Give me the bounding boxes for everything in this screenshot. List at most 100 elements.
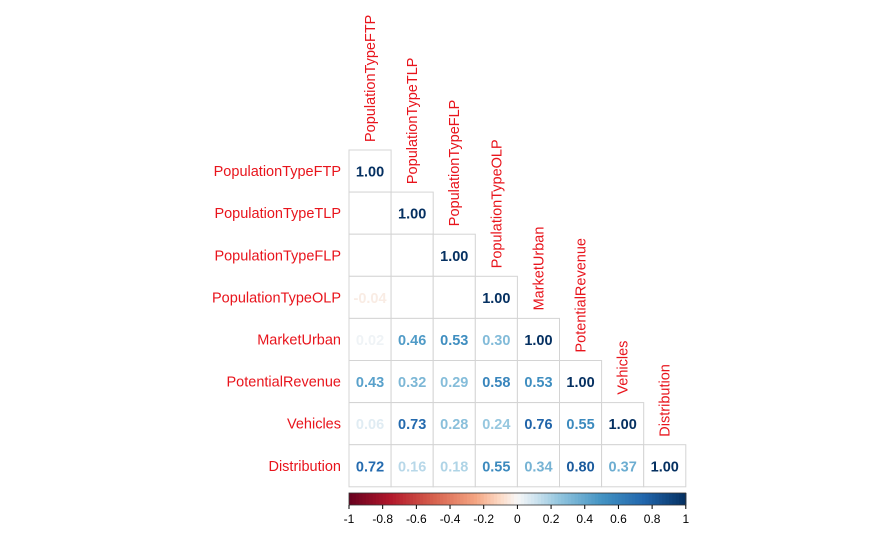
- column-label: PopulationTypeOLP: [489, 139, 505, 268]
- row-label: Distribution: [268, 459, 341, 475]
- correlation-value: 0.06: [356, 417, 384, 433]
- colorbar-tick-label: -0.2: [473, 512, 494, 526]
- colorbar-segment: [483, 493, 488, 505]
- matrix-cell: [390, 360, 434, 404]
- colorbar-segment: [554, 493, 559, 505]
- correlation-value: 0.29: [440, 375, 468, 391]
- colorbar-segment: [419, 493, 424, 505]
- colorbar-segment: [450, 493, 455, 505]
- colorbar: -1 -0.8 -0.6 -0.4 -0.2 0 0.2 0.4 0.6 0.8 1: [344, 492, 689, 526]
- colorbar-segment: [365, 493, 370, 505]
- colorbar-segment: [439, 493, 444, 505]
- colorbar-segment: [574, 493, 579, 505]
- row-label: Vehicles: [287, 417, 341, 433]
- colorbar-segment: [645, 493, 650, 505]
- colorbar-segment: [453, 493, 458, 505]
- colorbar-segment: [537, 493, 542, 505]
- correlation-value: 0.80: [566, 459, 594, 475]
- colorbar-segment: [493, 493, 498, 505]
- row-label: PopulationTypeOLP: [212, 290, 341, 306]
- colorbar-segment: [386, 493, 391, 505]
- colorbar-segment: [399, 493, 404, 505]
- colorbar-segment: [621, 493, 626, 505]
- colorbar-segment: [648, 493, 653, 505]
- matrix-cell: [516, 444, 561, 488]
- colorbar-tick-label: 0.2: [543, 512, 560, 526]
- colorbar-segment: [618, 493, 623, 505]
- matrix-cell: [390, 191, 434, 235]
- colorbar-segment: [604, 493, 609, 505]
- colorbar-segment: [389, 493, 394, 505]
- colorbar-segment: [578, 493, 582, 505]
- row-label: MarketUrban: [257, 332, 341, 348]
- colorbar-tick-label: -1: [344, 512, 355, 526]
- colorbar-tick-label: 0.6: [610, 512, 627, 526]
- correlation-value: 0.58: [482, 375, 510, 391]
- colorbar-tick-label: 0.4: [576, 512, 593, 526]
- colorbar-tick-label: 0.8: [644, 512, 661, 526]
- colorbar-segment: [638, 493, 643, 505]
- correlation-value: 0.02: [356, 333, 384, 349]
- colorbar-segment: [658, 493, 663, 505]
- colorbar-segment: [372, 493, 377, 505]
- column-labels: PopulationTypeFTP PopulationTypeTLP Popula…: [363, 15, 674, 437]
- correlation-value: -0.04: [354, 291, 387, 307]
- correlation-value: 0.37: [609, 459, 637, 475]
- matrix-cell: [559, 444, 603, 488]
- correlation-value: 1.00: [566, 375, 594, 391]
- colorbar-segment: [466, 493, 471, 505]
- correlation-value: 1.00: [651, 459, 679, 475]
- matrix-cell: [559, 360, 603, 404]
- colorbar-segment: [608, 493, 613, 505]
- colorbar-segment: [379, 493, 384, 505]
- colorbar-segment: [429, 493, 434, 505]
- colorbar-segment: [396, 493, 401, 505]
- correlation-value: 0.46: [398, 333, 426, 349]
- colorbar-segment: [635, 493, 640, 505]
- row-label: PopulationTypeFLP: [214, 248, 341, 264]
- colorbar-segment: [460, 493, 465, 505]
- colorbar-segment: [534, 493, 539, 505]
- matrix-cell: [516, 317, 561, 361]
- matrix-cell: [601, 402, 645, 446]
- colorbar-tick-label: -0.6: [406, 512, 427, 526]
- correlation-value: 0.76: [524, 417, 552, 433]
- correlation-value: 1.00: [356, 165, 384, 181]
- colorbar-segment: [426, 493, 431, 505]
- matrix-cell: [390, 233, 434, 277]
- colorbar-segment: [510, 493, 515, 505]
- correlation-value: 0.55: [482, 459, 510, 475]
- colorbar-segment: [352, 493, 357, 505]
- colorbar-segment: [349, 493, 353, 505]
- correlation-value: 0.30: [482, 333, 510, 349]
- colorbar-segment: [436, 493, 441, 505]
- colorbar-segment: [655, 493, 660, 505]
- colorbar-segment: [675, 493, 680, 505]
- correlation-value: 0.53: [440, 333, 468, 349]
- colorbar-segment: [433, 493, 438, 505]
- colorbar-segment: [540, 493, 545, 505]
- colorbar-segment: [594, 493, 599, 505]
- correlation-value: 0.53: [524, 375, 552, 391]
- colorbar-tick-label: 0: [514, 512, 521, 526]
- colorbar-tick-label: -0.8: [372, 512, 393, 526]
- correlation-value: 0.72: [356, 459, 384, 475]
- colorbar-segment: [524, 493, 529, 505]
- matrix-cell: [390, 444, 434, 488]
- column-label: MarketUrban: [531, 227, 547, 311]
- matrix-cells: [348, 149, 687, 488]
- column-label: PopulationTypeFTP: [363, 15, 379, 142]
- row-label: PopulationTypeFTP: [214, 164, 341, 180]
- colorbar-segment: [517, 493, 522, 505]
- row-label: PopulationTypeTLP: [214, 206, 341, 222]
- correlation-value: 0.24: [482, 417, 510, 433]
- colorbar-segment: [503, 493, 508, 505]
- colorbar-segment: [668, 493, 673, 505]
- colorbar-segment: [369, 493, 374, 505]
- matrix-cell: [432, 402, 476, 446]
- colorbar-segment: [557, 493, 562, 505]
- colorbar-segment: [392, 493, 397, 505]
- colorbar-tick-label: -0.4: [440, 512, 461, 526]
- colorbar-segment: [416, 493, 421, 505]
